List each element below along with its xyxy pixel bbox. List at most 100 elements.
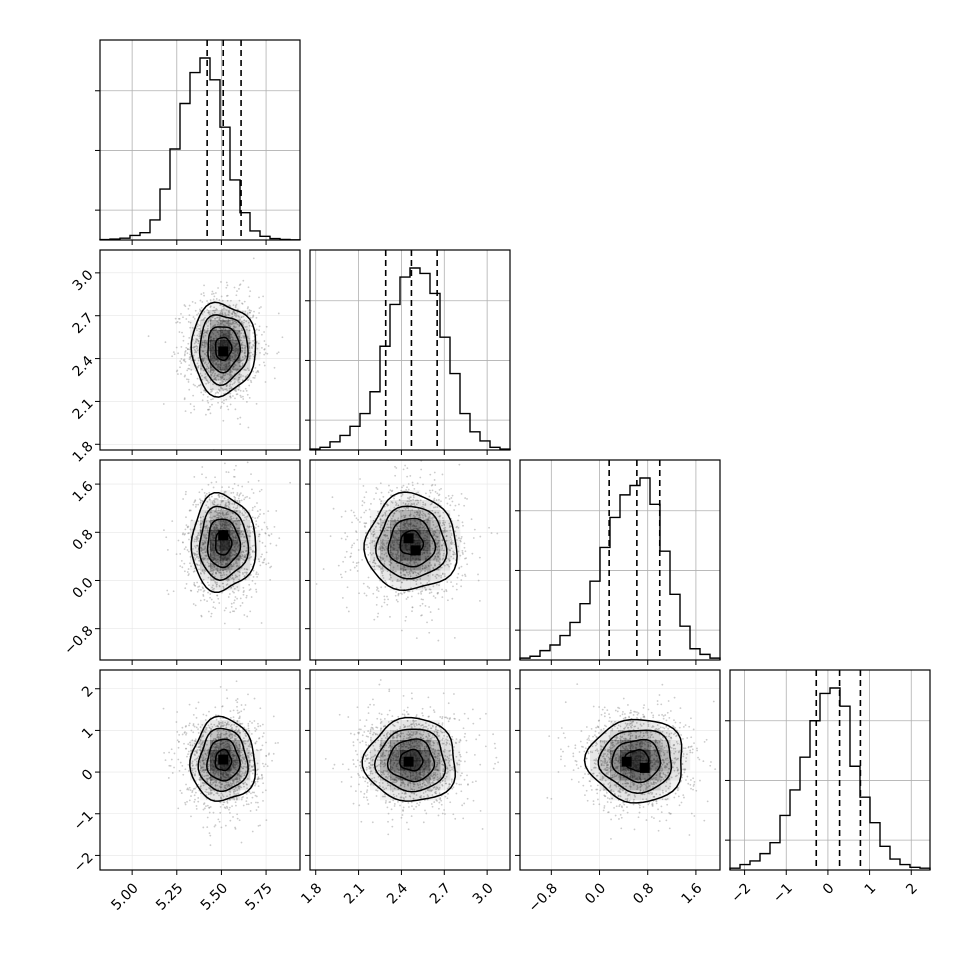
scatter-point [251, 531, 254, 533]
scatter-point [208, 311, 211, 314]
scatter-point [222, 582, 224, 585]
scatter-point [226, 389, 229, 392]
scatter-point [243, 368, 246, 371]
scatter-point [215, 507, 218, 510]
scatter-point [215, 770, 218, 773]
scatter-point [410, 559, 413, 562]
scatter-point [190, 373, 193, 376]
scatter-point [357, 561, 360, 564]
scatter-point [240, 342, 243, 345]
scatter-point [442, 522, 444, 525]
scatter-point [217, 721, 220, 723]
density-bin [440, 560, 451, 571]
scatter-point [252, 765, 255, 768]
scatter-point [214, 521, 217, 524]
scatter-point [200, 550, 203, 553]
scatter-point [181, 541, 184, 544]
scatter-point [229, 396, 232, 399]
scatter-point [240, 550, 243, 553]
scatter-point [213, 518, 215, 521]
scatter-point [267, 510, 270, 513]
scatter-point [200, 529, 202, 532]
scatter-point [194, 384, 196, 387]
scatter-point [216, 375, 219, 377]
scatter-point [389, 489, 392, 492]
scatter-point [407, 488, 410, 491]
scatter-point [226, 579, 229, 582]
scatter-point [241, 303, 244, 305]
scatter-point [193, 774, 196, 776]
scatter-point [233, 325, 236, 328]
scatter-point [201, 374, 203, 377]
scatter-point [213, 374, 216, 377]
scatter-point [376, 522, 379, 524]
scatter-point [420, 523, 423, 526]
scatter-point [436, 528, 439, 531]
scatter-point [204, 376, 206, 379]
scatter-point [204, 557, 206, 560]
scatter-point [227, 578, 230, 581]
scatter-point [365, 531, 368, 534]
scatter-point [232, 395, 234, 397]
scatter-point [214, 394, 216, 397]
density-bin [450, 540, 461, 551]
scatter-point [229, 373, 232, 376]
scatter-point [147, 335, 150, 338]
scatter-point [359, 478, 361, 480]
scatter-point [396, 519, 399, 522]
scatter-point [235, 607, 237, 610]
scatter-point [260, 333, 263, 336]
scatter-point [436, 525, 438, 528]
scatter-point [241, 328, 243, 331]
scatter-point [394, 501, 397, 504]
scatter-point [424, 605, 427, 607]
scatter-point [236, 493, 239, 496]
scatter-point [433, 530, 436, 533]
scatter-point [383, 544, 386, 547]
scatter-point [233, 495, 236, 498]
scatter-point [224, 807, 227, 810]
scatter-point [165, 536, 168, 539]
density-bin [410, 570, 421, 581]
scatter-point [218, 493, 220, 496]
scatter-point [232, 338, 234, 341]
scatter-point [447, 564, 450, 566]
scatter-point [438, 532, 441, 534]
scatter-point [380, 605, 383, 608]
scatter-point [365, 594, 368, 597]
scatter-point [426, 582, 429, 584]
scatter-point [216, 725, 219, 728]
scatter-point [218, 571, 221, 574]
scatter-point [233, 475, 236, 478]
scatter-point [202, 803, 205, 806]
scatter-point [198, 534, 201, 537]
scatter-point [204, 331, 206, 334]
scatter-point [357, 549, 360, 551]
scatter-point [184, 528, 187, 531]
scatter-point [207, 565, 210, 568]
scatter-point [260, 346, 263, 349]
scatter-point [389, 558, 392, 561]
scatter-point [376, 536, 379, 539]
scatter-point [430, 484, 433, 487]
scatter-point [204, 728, 207, 731]
scatter-point [239, 554, 242, 557]
scatter-point [205, 331, 208, 334]
scatter-point [437, 556, 440, 558]
density-peak [218, 346, 229, 357]
scatter-point [424, 567, 426, 570]
scatter-point [207, 591, 209, 594]
scatter-point [427, 518, 429, 521]
scatter-point [201, 488, 204, 491]
scatter-point [216, 583, 218, 586]
scatter-point [211, 569, 214, 572]
scatter-point [251, 830, 254, 833]
density-bin [210, 510, 221, 521]
scatter-point [232, 563, 235, 566]
scatter-point [270, 565, 273, 568]
scatter-point [237, 308, 239, 311]
scatter-point [201, 357, 204, 360]
scatter-point [180, 559, 183, 562]
scatter-point [253, 310, 255, 313]
scatter-point [372, 552, 375, 555]
